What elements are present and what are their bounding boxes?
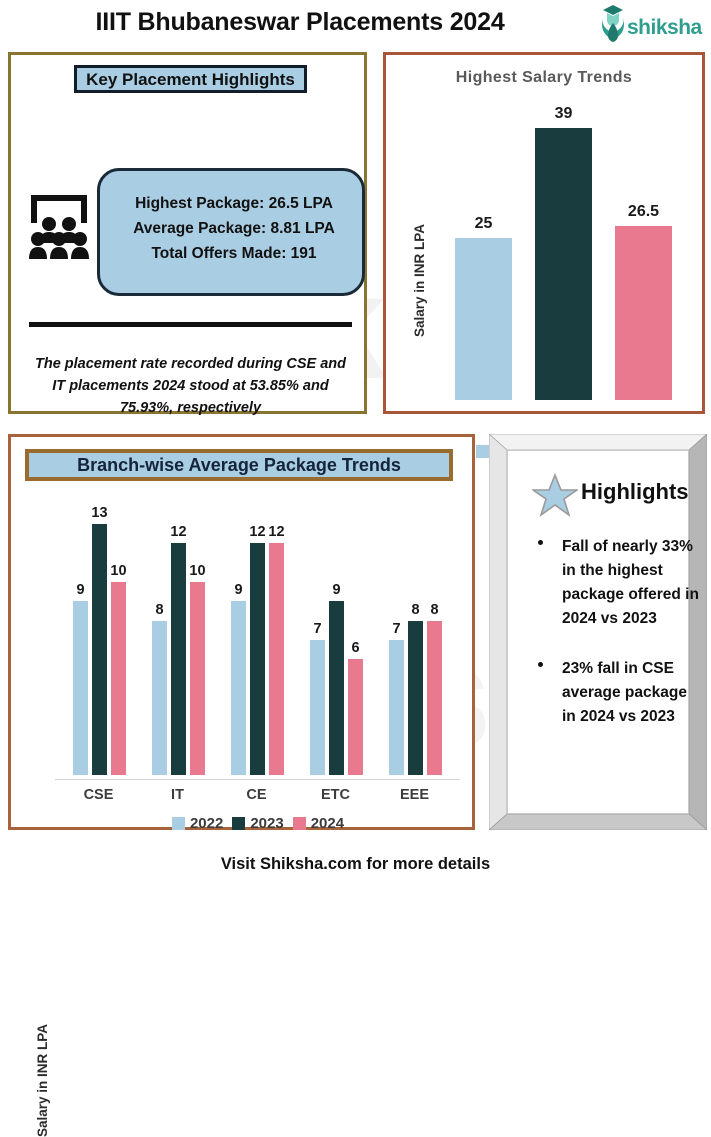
category-label-ETC: ETC — [321, 787, 350, 803]
bar-2022 — [455, 238, 512, 400]
placement-rate-note: The placement rate recorded during CSE a… — [34, 356, 346, 416]
bar-value-CSE-2023: 13 — [91, 505, 108, 521]
footer-text: Visit Shiksha.com for more details — [220, 855, 491, 873]
bar-CSE-2022 — [73, 601, 88, 775]
bar-value-IT-2024: 10 — [189, 563, 206, 579]
bullet-icon — [538, 662, 543, 667]
bar-2023 — [535, 128, 592, 400]
legend-item-2022: 2022 — [171, 815, 224, 832]
highlights-content: Highlights Fall of nearly 33% in the hig… — [507, 450, 699, 814]
bar-2024 — [615, 226, 672, 400]
bar-IT-2023 — [171, 543, 186, 775]
bar-value-CSE-2022: 9 — [76, 582, 85, 598]
bar-ETC-2023 — [329, 601, 344, 775]
audience-presentation-icon — [29, 195, 89, 259]
category-label-CSE: CSE — [83, 787, 114, 803]
legend-swatch-2024 — [292, 817, 306, 830]
bar-EEE-2022 — [389, 640, 404, 775]
bar-CSE-2023 — [92, 524, 107, 775]
bar-EEE-2023 — [408, 621, 423, 775]
category-label-IT: IT — [171, 787, 184, 803]
highest-salary-trends-panel: Highest Salary Trends Salary in INR LPA … — [383, 52, 705, 460]
bar-CE-2023 — [250, 543, 265, 775]
highlights-panel: Highlights Fall of nearly 33% in the hig… — [489, 434, 707, 830]
logo-wordmark: shiksha — [627, 16, 702, 39]
legend-label-2024: 2024 — [310, 815, 345, 832]
stat-total-offers: Total Offers Made: 191 — [151, 245, 317, 262]
legend-item-2023: 2023 — [232, 815, 284, 832]
bar-ETC-2022 — [310, 640, 325, 775]
bar-value-CE-2024: 12 — [268, 524, 285, 540]
branch-chart-title: Branch-wise Average Package Trends — [25, 449, 453, 481]
bar-ETC-2024 — [348, 659, 363, 775]
graduation-cap-icon — [602, 5, 624, 42]
bar-CSE-2024 — [111, 582, 126, 775]
highlight-text: 23% fall in CSE average package in 2024 … — [562, 660, 687, 725]
bar-CE-2022 — [231, 601, 246, 775]
key-highlights-title: Key Placement Highlights — [74, 65, 307, 93]
bar-value-CSE-2024: 10 — [110, 563, 127, 579]
page-title: IIIT Bhubaneswar Placements 2024 — [95, 8, 505, 36]
legend-label-2023: 2023 — [250, 815, 284, 832]
branch-chart-y-axis-label: Salary in INR LPA — [35, 1023, 50, 1137]
bar-value-ETC-2023: 9 — [332, 582, 341, 598]
bar-value-2023: 39 — [554, 105, 573, 122]
bar-value-CE-2023: 12 — [249, 524, 266, 540]
legend-swatch-2022 — [475, 445, 489, 458]
highlight-item: Fall of nearly 33% in the highest packag… — [534, 535, 704, 631]
bullet-icon — [538, 540, 543, 545]
bar-IT-2022 — [152, 621, 167, 775]
bar-value-2024: 26.5 — [627, 203, 660, 220]
bar-value-2022: 25 — [474, 215, 493, 232]
bar-value-EEE-2024: 8 — [430, 602, 439, 618]
branch-chart-category-labels: CSE IT CE ETC EEE — [55, 787, 460, 809]
highlight-item: 23% fall in CSE average package in 2024 … — [534, 657, 704, 729]
bar-value-ETC-2022: 7 — [313, 621, 322, 637]
salary-chart-title: Highest Salary Trends — [455, 69, 633, 86]
legend-swatch-2022 — [171, 817, 185, 830]
key-placement-highlights-panel: Key Placement Highlights Highest Package… — [8, 52, 367, 449]
legend-item-2024: 2024 — [292, 815, 345, 832]
bar-CE-2024 — [269, 543, 284, 775]
bar-value-CE-2022: 9 — [234, 582, 243, 598]
stat-average-package: Average Package: 8.81 LPA — [133, 220, 335, 237]
highlights-title: Highlights — [581, 479, 689, 504]
highlights-header: Highlights — [532, 473, 711, 517]
bar-IT-2024 — [190, 582, 205, 775]
legend-swatch-2023 — [232, 817, 246, 830]
branch-chart-plot-area: 9 13 10 8 12 10 9 12 12 7 9 6 7 8 8 — [63, 497, 458, 775]
salary-chart-plot-area: 25 39 26.5 — [431, 105, 696, 400]
stat-highest-package: Highest Package: 26.5 LPA — [135, 195, 333, 212]
branch-wise-panel: Branch-wise Average Package Trends Salar… — [8, 434, 475, 1137]
bar-value-ETC-2024: 6 — [351, 640, 360, 656]
bar-value-IT-2023: 12 — [170, 524, 187, 540]
branch-chart-x-axis — [55, 779, 460, 780]
star-icon — [532, 473, 578, 517]
divider-top — [29, 322, 352, 327]
bar-value-EEE-2023: 8 — [411, 602, 420, 618]
category-label-CE: CE — [246, 787, 267, 803]
header: IIIT Bhubaneswar Placements 2024 shiksha — [0, 0, 711, 50]
salary-chart-y-axis-label: Salary in INR LPA — [412, 223, 427, 337]
key-stats-box: Highest Package: 26.5 LPA Average Packag… — [97, 168, 365, 296]
bar-value-EEE-2022: 7 — [392, 621, 401, 637]
legend-label-2022: 2022 — [189, 815, 224, 832]
category-label-EEE: EEE — [399, 787, 429, 803]
highlight-text: Fall of nearly 33% in the highest packag… — [562, 538, 699, 627]
bar-EEE-2024 — [427, 621, 442, 775]
shiksha-logo: shiksha — [596, 3, 708, 45]
highlights-list: Fall of nearly 33% in the highest packag… — [534, 535, 704, 755]
bar-value-IT-2022: 8 — [155, 602, 164, 618]
branch-chart-legend: 2022 2023 2024 — [63, 815, 453, 832]
